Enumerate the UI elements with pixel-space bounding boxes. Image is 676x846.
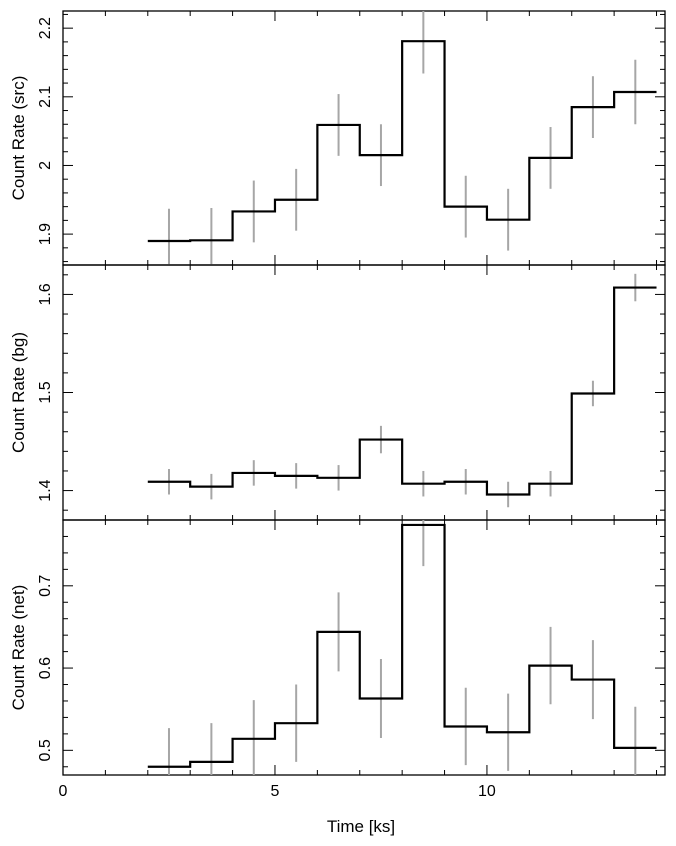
y-tick-label: 2.2 bbox=[37, 17, 54, 39]
y-tick-label: 0.5 bbox=[37, 739, 54, 761]
step-line bbox=[147, 523, 657, 768]
y-tick-label: 0.7 bbox=[37, 575, 54, 597]
series-group bbox=[147, 273, 657, 508]
y-tick-label: 2 bbox=[37, 161, 54, 170]
step-line bbox=[147, 286, 657, 496]
plot-frame bbox=[62, 10, 666, 266]
y-axis-label: Count Rate (net) bbox=[9, 585, 28, 711]
x-tick-label: 0 bbox=[59, 783, 68, 800]
panel-src: 1.9 2 2.1 2.2 Count Rate (src) bbox=[9, 10, 666, 266]
x-tick-label: 5 bbox=[271, 783, 280, 800]
panel-bg: 1.4 1.5 1.6 Count Rate (bg) bbox=[9, 264, 666, 521]
y-tick-label: 1.6 bbox=[37, 283, 54, 305]
plot-frame bbox=[62, 519, 666, 776]
series-group bbox=[147, 11, 657, 265]
y-tick-label: 1.5 bbox=[37, 381, 54, 403]
y-tick-label: 1.4 bbox=[37, 479, 54, 501]
y-tick-label: 0.6 bbox=[37, 657, 54, 679]
x-tick-label: 10 bbox=[478, 783, 496, 800]
series-group bbox=[147, 520, 657, 775]
y-axis-label: Count Rate (src) bbox=[9, 76, 28, 201]
y-tick-label: 1.9 bbox=[37, 223, 54, 245]
x-axis-label: Time [ks] bbox=[327, 817, 395, 836]
panel-net: 0.5 0.6 0.7 Count Rate (net) 0 5 10 bbox=[9, 519, 666, 800]
step-line bbox=[147, 40, 657, 243]
y-tick-label: 2.1 bbox=[37, 86, 54, 108]
y-axis-label: Count Rate (bg) bbox=[9, 332, 28, 453]
